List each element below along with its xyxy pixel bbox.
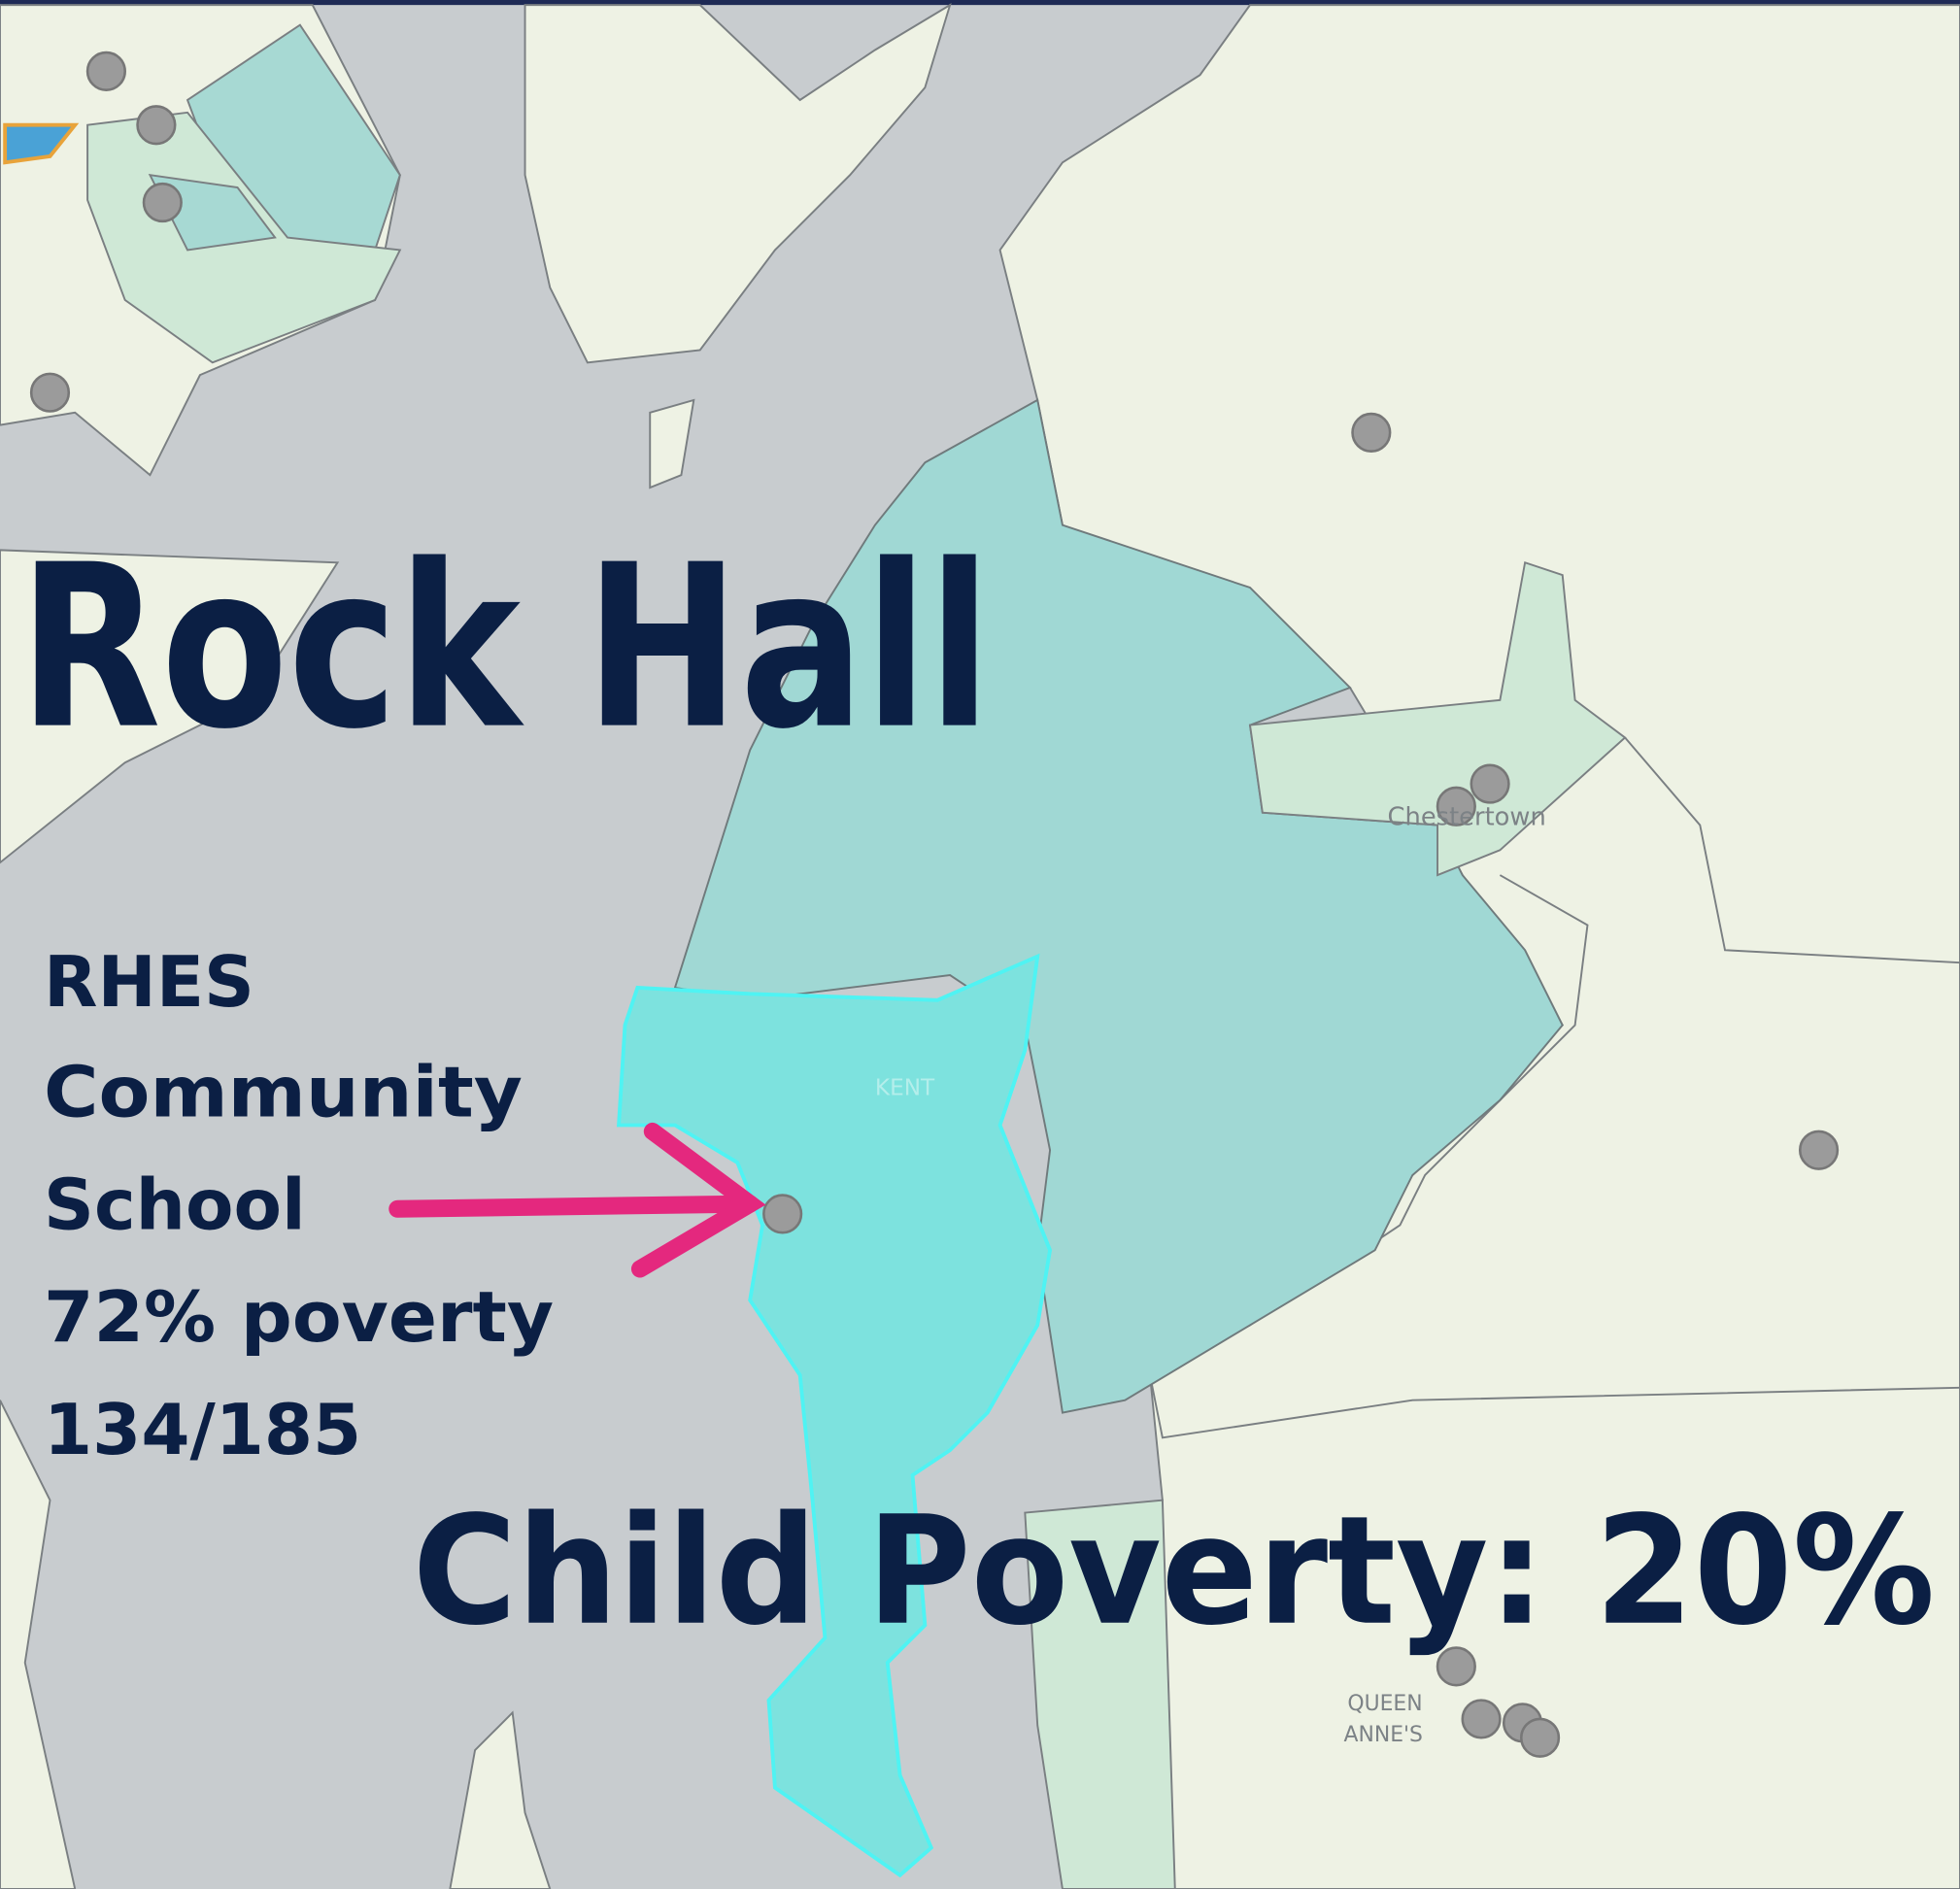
- school-dot: [1471, 765, 1509, 803]
- school-dot: [1521, 1719, 1559, 1757]
- school-dot: [763, 1196, 801, 1233]
- county-label: QUEEN: [1347, 1692, 1422, 1716]
- county-label: ANNE'S: [1344, 1723, 1423, 1747]
- headline: Child Poverty: 20%: [413, 1485, 1936, 1659]
- map: Chestertown KENT QUEEN ANNE'S Rock Hall …: [0, 0, 1960, 1889]
- school-line: 134/185: [44, 1389, 361, 1470]
- school-dot: [144, 184, 182, 221]
- school-dot: [138, 106, 176, 144]
- school-dot: [1800, 1131, 1838, 1169]
- county-label: KENT: [875, 1076, 935, 1101]
- page: {"title": "Rock Hall", "school": {"lines…: [0, 0, 1960, 1889]
- school-line: RHES: [44, 941, 254, 1023]
- school-line: School: [44, 1164, 306, 1245]
- school-line: Community: [44, 1051, 523, 1132]
- school-dot: [1463, 1701, 1501, 1738]
- school-line: 72% poverty: [44, 1276, 554, 1358]
- school-dot: [87, 52, 125, 90]
- school-dot: [31, 374, 69, 412]
- school-dot: [1353, 414, 1391, 452]
- title: Rock Hall: [18, 517, 991, 779]
- arrow-shaft: [397, 1204, 750, 1209]
- town-label: Chestertown: [1388, 803, 1546, 832]
